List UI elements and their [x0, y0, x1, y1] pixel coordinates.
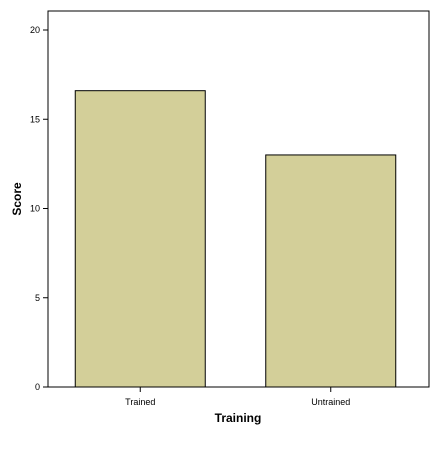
bars	[74, 90, 397, 388]
y-axis: 0 5 10 15 20	[30, 25, 48, 392]
x-axis-title: Training	[215, 411, 262, 425]
bar-trained	[74, 90, 206, 388]
bar-untrained	[265, 154, 397, 388]
y-tick-label: 20	[30, 25, 40, 35]
x-tick-label: Trained	[125, 397, 155, 407]
y-tick-label: 0	[35, 382, 40, 392]
y-tick-label: 15	[30, 114, 40, 124]
y-tick-label: 5	[35, 293, 40, 303]
x-tick-label: Untrained	[311, 397, 350, 407]
y-axis-title: Score	[10, 182, 24, 216]
x-axis: Trained Untrained	[125, 387, 350, 407]
y-tick-label: 10	[30, 204, 40, 214]
